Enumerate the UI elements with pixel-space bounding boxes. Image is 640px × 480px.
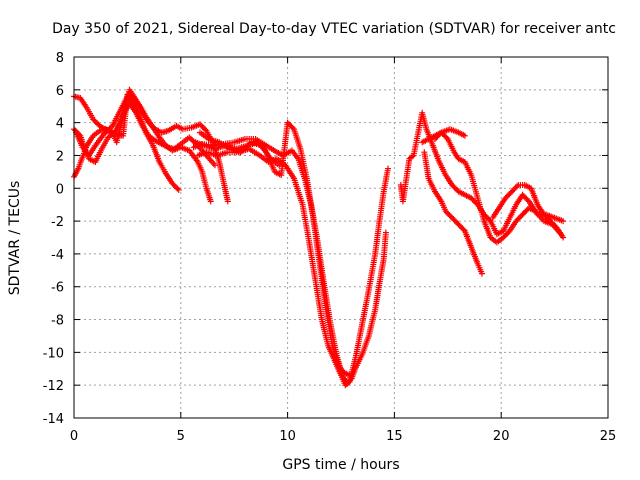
y-tick-label: -8 (51, 314, 64, 329)
plot-frame (73, 56, 609, 419)
grid-lines (74, 57, 608, 418)
x-axis-label: GPS time / hours (282, 457, 399, 473)
data-marker (382, 229, 389, 236)
y-tick-label: -12 (43, 379, 64, 394)
x-tick-label: 10 (279, 429, 296, 444)
chart-title: Day 350 of 2021, Sidereal Day-to-day VTE… (52, 21, 616, 37)
data-marker (207, 198, 214, 205)
y-tick-label: -6 (51, 281, 64, 296)
data-marker (129, 98, 136, 105)
data-marker (212, 162, 218, 169)
data-marker (486, 216, 493, 223)
y-tick-label: -4 (51, 248, 64, 263)
data-marker (346, 372, 353, 379)
series-track-k (421, 149, 485, 277)
data-marker (560, 234, 567, 241)
y-tick-label: 6 (56, 84, 64, 99)
y-tick-label: 0 (56, 182, 64, 197)
y-tick-label: 8 (56, 51, 64, 66)
series-track-m (489, 182, 567, 241)
data-marker (276, 162, 283, 169)
x-tick-label: 5 (177, 429, 185, 444)
data-marker (461, 132, 468, 139)
series-track-l (432, 126, 468, 142)
y-tick-label: -10 (43, 346, 64, 361)
y-tick-label: 2 (56, 149, 64, 164)
data-marker (202, 126, 209, 133)
y-tick-label: 4 (56, 117, 64, 132)
data-marker (514, 183, 520, 190)
y-axis-label: SDTVAR / TECUs (7, 181, 23, 296)
data-marker (479, 270, 485, 277)
axis-ticks: 0 5 10 15 20 25 -14 -12 -10 -8 -6 -4 -2 0 2 4 6 8 (43, 51, 617, 444)
series-track-h (197, 129, 283, 169)
data-marker (174, 185, 181, 192)
series-track-d (73, 93, 182, 193)
data-marker (560, 218, 567, 225)
data-marker (460, 226, 467, 233)
data-marker (224, 198, 231, 205)
data-marker (289, 124, 296, 131)
x-tick-label: 15 (386, 429, 403, 444)
y-tick-label: -14 (43, 412, 64, 427)
data-marker (175, 186, 182, 193)
x-tick-label: 20 (493, 429, 510, 444)
x-tick-label: 25 (600, 429, 617, 444)
data-marker (443, 134, 450, 141)
data-marker (385, 165, 391, 172)
data-points (71, 86, 567, 389)
x-tick-label: 0 (70, 429, 78, 444)
data-marker (507, 189, 514, 196)
y-tick-label: -2 (51, 215, 64, 230)
